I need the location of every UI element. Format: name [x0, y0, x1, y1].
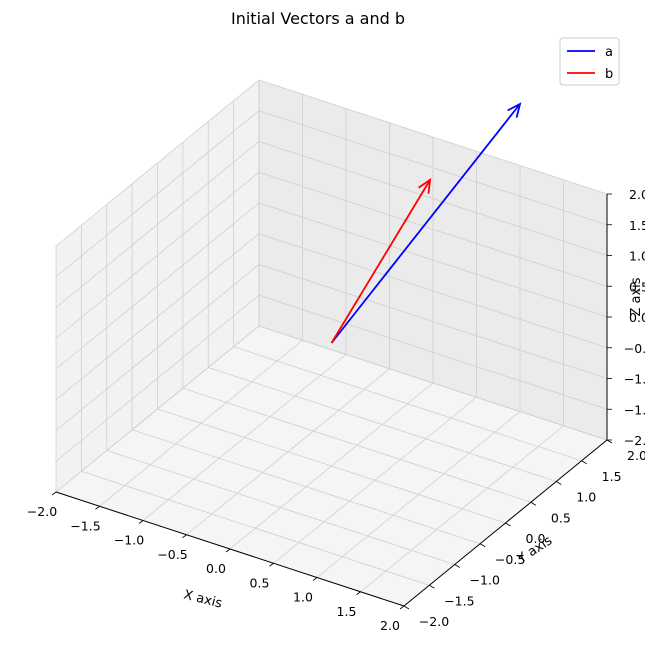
grid-line	[316, 411, 521, 578]
x-tick-mark	[138, 520, 144, 524]
legend: ab	[559, 37, 620, 86]
vector-a	[330, 103, 521, 344]
y-tick-mark	[581, 460, 587, 465]
grid-line	[55, 110, 260, 278]
y-tick-mark	[429, 584, 435, 589]
x-tick-label: −2.0	[27, 504, 57, 519]
grid-line	[208, 367, 557, 482]
z-axis-label: Z axis	[629, 277, 644, 316]
legend-label-b: b	[605, 67, 613, 82]
x-tick-label: 1.5	[337, 604, 357, 619]
x-tick-label: −0.5	[157, 547, 187, 562]
x-tick-mark	[95, 505, 100, 510]
y-tick-mark	[479, 543, 486, 548]
x-tick-label: 0.5	[250, 575, 270, 590]
z-tick-label: −0.5	[624, 341, 645, 356]
x-tick-label: 0.0	[206, 561, 226, 576]
y-tick-label: −1.0	[470, 573, 500, 588]
grid-line	[360, 425, 564, 593]
y-tick-label: 0.5	[551, 510, 571, 525]
legend-label-a: a	[605, 45, 613, 60]
grid-line	[258, 110, 608, 226]
grid-lines	[55, 79, 608, 607]
y-tick-label: 0.0	[526, 531, 546, 546]
y-tick-label: −1.5	[444, 593, 474, 608]
grid-line	[182, 387, 531, 503]
x-axis-label: X axis	[182, 588, 224, 612]
grid-line	[55, 141, 260, 308]
x-tick-mark	[312, 577, 318, 581]
grid-line	[233, 346, 582, 462]
z-tick-label: 1.5	[629, 218, 645, 233]
grid-line	[258, 141, 608, 256]
vector-b	[330, 179, 431, 344]
x-tick-mark	[225, 548, 231, 553]
vector-a-arrowhead	[507, 102, 522, 118]
tick-labels: −2.0−1.5−1.0−0.50.00.51.01.52.0 −2.0−1.5−…	[27, 187, 645, 633]
y-tick-mark	[505, 522, 511, 527]
x-tick-mark	[269, 562, 274, 567]
x-tick-mark	[399, 605, 405, 610]
z-tick-label: −1.5	[624, 402, 645, 417]
z-tick-label: −1.0	[624, 372, 645, 387]
x-tick-label: −1.5	[70, 518, 100, 533]
grid-line	[157, 408, 506, 524]
y-tick-mark	[606, 439, 613, 444]
z-tick-label: 0.0	[629, 310, 645, 325]
z-tick-label: 1.0	[629, 249, 645, 264]
grid-line	[273, 396, 477, 564]
grid-line	[55, 79, 260, 247]
y-tick-label: 2.0	[627, 448, 645, 463]
x-tick-mark	[182, 534, 187, 539]
y-tick-mark	[454, 564, 460, 568]
y-tick-mark	[530, 501, 537, 506]
vector-b-arrowhead	[418, 177, 432, 194]
x-tick-mark	[356, 591, 361, 596]
grid-line	[258, 202, 608, 318]
vectors	[330, 102, 522, 344]
grid-line	[258, 79, 608, 195]
y-tick-mark	[403, 605, 410, 610]
z-tick-label: 2.0	[629, 187, 645, 202]
y-tick-label: −0.5	[495, 552, 525, 567]
x-tick-label: 1.0	[293, 590, 313, 605]
grid-line	[55, 171, 260, 339]
y-tick-label: 1.5	[602, 469, 622, 484]
y-tick-label: 1.0	[576, 490, 596, 505]
x-tick-label: 2.0	[380, 618, 400, 633]
chart-title: Initial Vectors a and b	[231, 9, 405, 28]
y-tick-mark	[556, 481, 562, 485]
z-tick-label: 0.5	[629, 279, 645, 294]
x-tick-mark	[51, 491, 57, 496]
z-tick-label: −2.0	[624, 433, 645, 448]
grid-line	[55, 202, 260, 370]
y-tick-label: −2.0	[419, 614, 449, 629]
grid-line	[258, 325, 608, 441]
x-tick-label: −1.0	[114, 533, 144, 548]
grid-line	[258, 171, 608, 287]
